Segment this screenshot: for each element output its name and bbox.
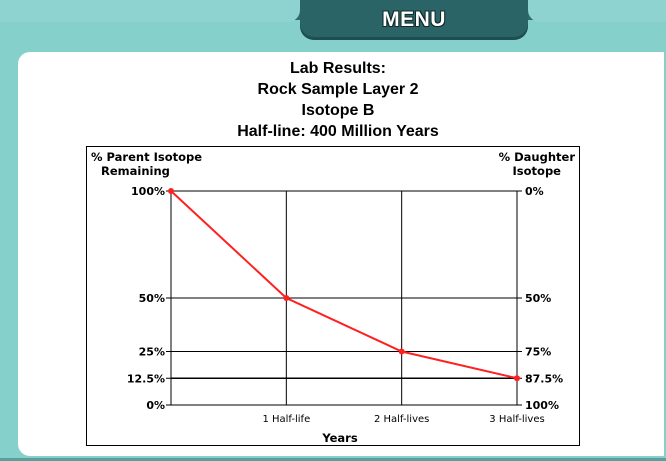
decay-series-line [170,190,518,380]
y-tick-label-left: 50% [139,292,165,305]
report-title-line-1: Lab Results: [289,60,386,77]
x-axis-title: Years [321,431,358,445]
top-bar-left-tab [0,0,300,22]
x-tick-label: 2 Half-lives [374,414,429,425]
x-tick-label: 3 Half-lives [489,414,544,425]
y-tick-label-right: 50% [525,292,551,305]
y-axis-title-left-line-2: Remaining [101,164,170,178]
y-tick-label-right: 75% [525,346,551,359]
y-tick-label-left: 100% [131,185,165,198]
report-title-line-4: Half-line: 400 Million Years [237,123,439,140]
data-point [514,375,520,382]
data-point [168,188,174,194]
menu-button[interactable]: MENU [300,0,528,40]
x-tick-label: 1 Half-life [262,414,310,425]
chart-frame: 100% 50% 25% 12.5% 0% 0% 50% 75% 87.5% 100% 1 Half… [86,146,580,446]
data-point [398,348,405,355]
y-axis-title-right: % Daughter [499,150,576,164]
y-tick-label-right: 87.5% [525,372,563,385]
y-tick-label-left: 0% [146,399,165,412]
top-bar-right-tab [528,0,666,22]
menu-label: MENU [382,8,446,31]
data-point [283,295,290,301]
y-tick-label-right: 0% [525,185,544,198]
report-title-line-3: Isotope B [301,102,375,119]
decay-chart: 100% 50% 25% 12.5% 0% 0% 50% 75% 87.5% 100% 1 Half… [91,150,576,445]
y-axis-title-right-line-2: Isotope [513,164,562,178]
report-title-line-2: Rock Sample Layer 2 [257,81,419,98]
y-tick-label-left: 12.5% [127,372,165,385]
y-tick-label-left: 25% [139,346,165,359]
y-tick-label-right: 100% [525,399,559,412]
y-axis-title-left: % Parent Isotope [91,150,202,164]
panel-shadow [0,458,666,461]
